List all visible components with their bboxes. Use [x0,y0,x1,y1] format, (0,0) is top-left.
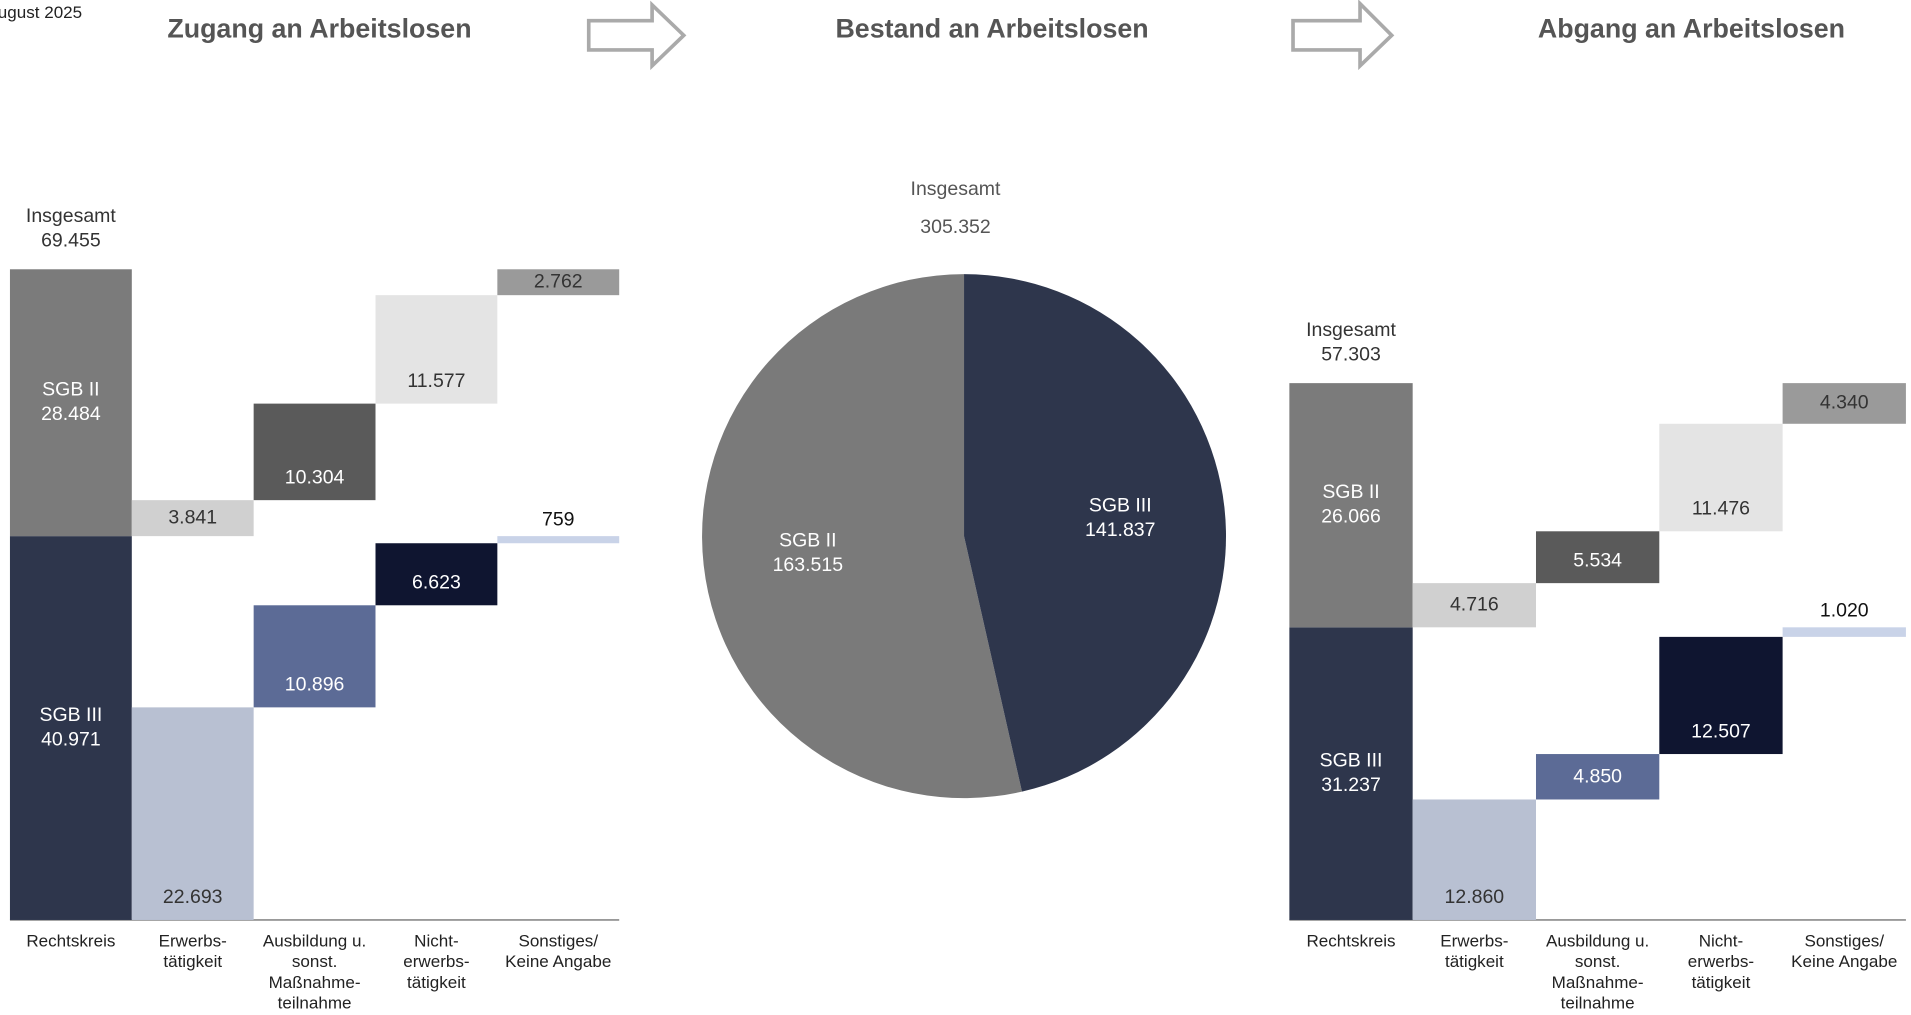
chart-title: Abgang an Arbeitslosen [1538,14,1845,44]
x-tick-label: erwerbs- [403,952,469,971]
segment-name: SGB III [39,704,102,726]
data-label: 6.623 [412,572,461,594]
bar-segment [131,500,254,537]
x-tick-label: Rechtskreis [1306,931,1395,950]
flow-arrow [586,0,687,71]
data-label: 11.476 [1692,498,1750,520]
bar-segment [1782,383,1906,424]
x-tick-label: tätigkeit [1692,973,1751,992]
bar-segment [9,536,132,920]
x-tick-label: Rechtskreis [26,931,115,950]
data-label: 22.693 [163,886,223,908]
slice-name: SGB III [1089,495,1152,517]
data-label: 4.716 [1450,594,1499,616]
x-tick-label: Sonstiges/ [1804,931,1884,950]
total-value: 57.303 [1321,343,1381,365]
bar-segment [131,707,254,920]
total-label: Insgesamt [911,178,1001,200]
bar-segment [1535,531,1660,584]
x-tick-label: Sonstiges/ [518,931,598,950]
x-tick-label: Erwerbs- [1440,931,1508,950]
x-tick-label: Maßnahme- [1552,973,1644,992]
x-tick-label: Erwerbs- [159,931,227,950]
bar-segment [1412,583,1536,628]
data-label: 141.837 [1085,519,1155,541]
x-tick-label: erwerbs- [1688,952,1754,971]
bar-segment [375,543,498,606]
data-label: 11.577 [407,370,465,392]
data-label: 5.534 [1573,549,1622,571]
data-label: 31.237 [1321,774,1381,796]
segment-name: SGB II [1322,481,1379,503]
x-tick-label: teilnahme [278,994,352,1013]
data-label: 10.304 [285,466,345,488]
data-label: 4.340 [1820,392,1869,414]
segment-name: SGB III [1320,750,1383,772]
x-tick-label: tätigkeit [163,952,222,971]
flow-arrow [1291,0,1395,71]
x-tick-label: Ausbildung u. [1546,931,1649,950]
data-label: 1.020 [1820,600,1869,622]
x-tick-label: tätigkeit [407,973,466,992]
bar-segment [1535,754,1660,800]
data-label: 40.971 [41,728,101,750]
bar-segment [1782,627,1906,637]
total-value: 305.352 [920,216,990,238]
data-label: 4.850 [1573,766,1622,788]
x-tick-label: Ausbildung u. [263,931,366,950]
total-label: Insgesamt [1306,319,1396,341]
data-label: 10.896 [285,674,345,696]
total-value: 69.455 [41,229,101,251]
x-tick-label: sonst. [1575,952,1620,971]
data-label: 26.066 [1321,506,1381,528]
x-tick-label: Keine Angabe [1791,952,1897,971]
total-label: Insgesamt [26,205,116,227]
x-tick-label: Maßnahme- [269,973,361,992]
x-tick-label: teilnahme [1561,994,1635,1013]
pie-slice [702,274,1022,799]
x-tick-label: Nicht- [1699,931,1744,950]
x-tick-label: Keine Angabe [505,952,611,971]
bar-segment [1289,627,1413,920]
data-label: 28.484 [41,403,101,425]
data-label: 163.515 [773,554,844,576]
date-label: ugust 2025 [0,3,82,22]
data-label: 3.841 [168,506,217,528]
bar-segment [9,269,132,537]
data-label: 759 [542,508,575,530]
bar-segment [497,536,620,544]
bar-segment [253,605,376,708]
data-label: 12.507 [1691,720,1751,742]
bar-segment [1659,636,1783,755]
data-label: 12.860 [1445,886,1505,908]
x-tick-label: Nicht- [414,931,459,950]
slice-name: SGB II [779,530,836,552]
data-label: 2.762 [534,270,583,292]
bar-segment [253,403,376,501]
bar-segment [1659,423,1783,532]
bar-segment [497,269,620,296]
bar-segment [375,295,498,404]
bar-segment [1412,799,1536,920]
chart-title: Bestand an Arbeitslosen [835,14,1148,44]
chart-title: Zugang an Arbeitslosen [167,14,471,44]
pie-slice [964,274,1227,792]
x-tick-label: sonst. [292,952,337,971]
segment-name: SGB II [42,379,99,401]
x-tick-label: tätigkeit [1445,952,1504,971]
bar-segment [1289,383,1413,628]
